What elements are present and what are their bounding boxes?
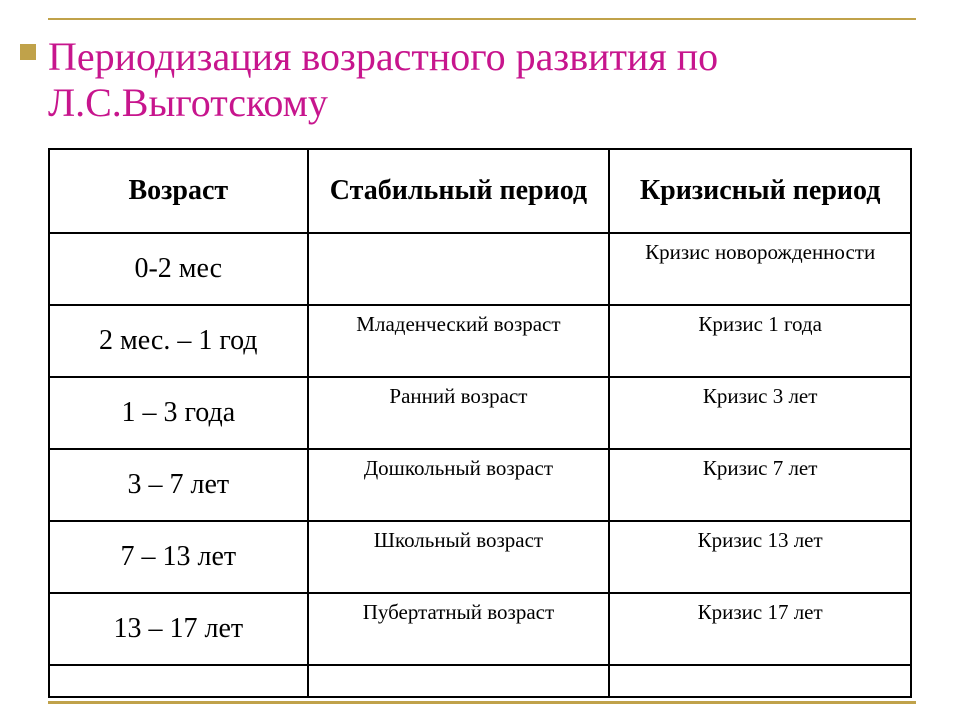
cell-age: 7 – 13 лет <box>49 521 308 593</box>
cell-age: 0-2 мес <box>49 233 308 305</box>
cell-age: 3 – 7 лет <box>49 449 308 521</box>
periodization-table: Возраст Стабильный период Кризисный пери… <box>48 148 912 698</box>
periodization-table-wrap: Возраст Стабильный период Кризисный пери… <box>48 148 912 698</box>
col-header-stable: Стабильный период <box>308 149 610 233</box>
cell-age: 13 – 17 лет <box>49 593 308 665</box>
cell-stable: Школьный возраст <box>308 521 610 593</box>
cell-age: 1 – 3 года <box>49 377 308 449</box>
cell-stable: Пубертатный возраст <box>308 593 610 665</box>
col-header-age: Возраст <box>49 149 308 233</box>
cell-crisis: Кризис 7 лет <box>609 449 911 521</box>
table-row: 7 – 13 лет Школьный возраст Кризис 13 ле… <box>49 521 911 593</box>
bottom-rule <box>48 701 916 704</box>
cell-crisis: Кризис новорожденности <box>609 233 911 305</box>
cell-age: 2 мес. – 1 год <box>49 305 308 377</box>
accent-square <box>20 44 36 60</box>
top-rule <box>48 18 916 20</box>
col-header-crisis: Кризисный период <box>609 149 911 233</box>
cell-stable: Младенческий возраст <box>308 305 610 377</box>
cell-empty <box>49 665 308 697</box>
cell-stable: Ранний возраст <box>308 377 610 449</box>
cell-crisis: Кризис 3 лет <box>609 377 911 449</box>
cell-stable <box>308 233 610 305</box>
cell-crisis: Кризис 1 года <box>609 305 911 377</box>
cell-empty <box>308 665 610 697</box>
table-row: 13 – 17 лет Пубертатный возраст Кризис 1… <box>49 593 911 665</box>
table-row: 1 – 3 года Ранний возраст Кризис 3 лет <box>49 377 911 449</box>
slide: Периодизация возрастного развития по Л.С… <box>0 0 960 720</box>
table-row: 3 – 7 лет Дошкольный возраст Кризис 7 ле… <box>49 449 911 521</box>
cell-stable: Дошкольный возраст <box>308 449 610 521</box>
table-row-empty <box>49 665 911 697</box>
cell-crisis: Кризис 17 лет <box>609 593 911 665</box>
table-row: 0-2 мес Кризис новорожденности <box>49 233 911 305</box>
slide-title: Периодизация возрастного развития по Л.С… <box>48 34 916 126</box>
table-header-row: Возраст Стабильный период Кризисный пери… <box>49 149 911 233</box>
table-row: 2 мес. – 1 год Младенческий возраст Криз… <box>49 305 911 377</box>
cell-empty <box>609 665 911 697</box>
cell-crisis: Кризис 13 лет <box>609 521 911 593</box>
